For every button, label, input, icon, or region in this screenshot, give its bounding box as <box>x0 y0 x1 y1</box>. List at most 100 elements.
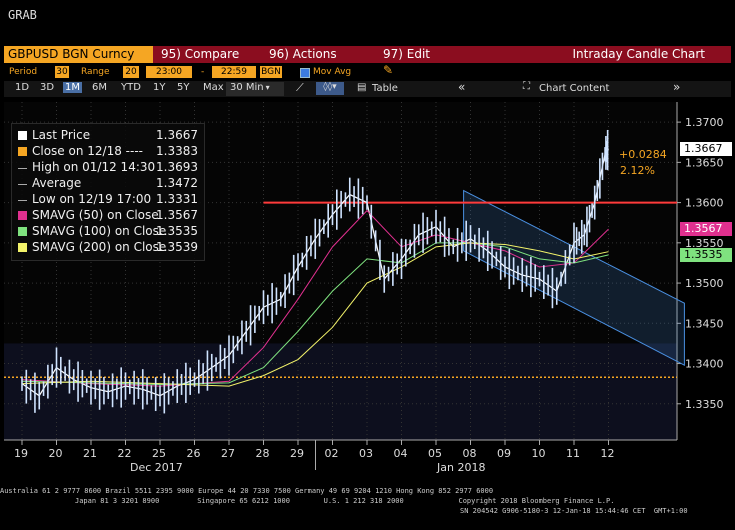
legend-swatch <box>18 147 27 156</box>
legend-swatch <box>18 211 27 220</box>
x-day-label: 22 <box>118 447 132 460</box>
y-tick-label: 1.3550 <box>685 237 724 250</box>
y-tick-label: 1.3700 <box>685 116 724 129</box>
x-month-label: Jan 2018 <box>436 461 485 474</box>
interval-select[interactable]: 30 Min ▾ <box>226 82 284 96</box>
price-tag: 1.3567 <box>680 222 732 237</box>
edit-button[interactable]: 97) Edit▾ <box>353 46 481 63</box>
x-month-label: Dec 2017 <box>130 461 183 474</box>
x-day-label: 25 <box>152 447 166 460</box>
mov-avg-label: Mov Avg <box>313 67 352 77</box>
legend-item[interactable]: Average 1.3472 <box>12 176 204 192</box>
time-dash: - <box>201 67 205 77</box>
legend-swatch <box>18 243 27 252</box>
security-field[interactable]: GBPUSD BGN Curncy <box>4 46 153 63</box>
chart-content-button[interactable]: Chart Content <box>539 83 610 94</box>
y-tick-label: 1.3600 <box>685 197 724 210</box>
expand-right-icon[interactable]: » <box>673 80 681 94</box>
range-label: Range <box>81 67 110 77</box>
y-tick-label: 1.3350 <box>685 398 724 411</box>
candle-style-icon: ◊◊▾ <box>323 82 337 92</box>
y-tick-label: 1.3400 <box>685 358 724 371</box>
range-tab-5y[interactable]: 5Y <box>177 82 190 93</box>
x-day-label: 05 <box>428 447 442 460</box>
table-icon: ▤ <box>357 82 367 93</box>
chart-content-icon: ⛶ <box>523 81 530 92</box>
footer-copyright: Japan 81 3 3201 8900 Singapore 65 6212 1… <box>75 497 615 505</box>
trend-channel <box>463 189 685 366</box>
legend-value: 1.3667 <box>156 128 198 142</box>
x-day-label: 04 <box>394 447 408 460</box>
legend-swatch <box>18 200 27 201</box>
legend-item[interactable]: Close on 12/18 ---- 1.3383 <box>12 144 204 160</box>
sma100-line <box>21 242 609 385</box>
legend-value: 1.3331 <box>156 192 198 206</box>
legend-label: SMAVG (200) on Close <box>32 240 167 254</box>
x-day-label: 19 <box>14 447 28 460</box>
period-input[interactable]: 30 <box>55 66 69 78</box>
app-title: GRAB <box>8 8 37 22</box>
x-day-label: 26 <box>187 447 201 460</box>
legend-item[interactable]: SMAVG (50) on Close 1.3567 <box>12 208 204 224</box>
interval-label: 30 Min <box>230 82 264 93</box>
x-day-label: 03 <box>359 447 373 460</box>
legend-label: Last Price <box>32 128 91 142</box>
chart-name: Intraday Candle Chart <box>457 46 731 63</box>
x-day-label: 28 <box>256 447 270 460</box>
legend-value: 1.3535 <box>156 224 198 238</box>
legend-item[interactable]: SMAVG (100) on Close 1.3535 <box>12 224 204 240</box>
compare-button[interactable]: 95) Compare <box>153 46 255 63</box>
range-tab-max[interactable]: Max <box>203 82 224 93</box>
chart-legend: Last Price 1.3667 Close on 12/18 ---- 1.338… <box>11 123 205 261</box>
period-label: Period <box>9 67 38 77</box>
start-time-input[interactable]: 23:00 <box>146 66 192 78</box>
candle-style-select[interactable]: ◊◊▾ <box>316 82 344 95</box>
table-button[interactable]: Table <box>372 83 398 94</box>
range-tab-6m[interactable]: 6M <box>92 82 107 93</box>
legend-item[interactable]: High on 01/12 14:30 1.3693 <box>12 160 204 176</box>
y-tick-label: 1.3450 <box>685 317 724 330</box>
x-day-label: 09 <box>497 447 511 460</box>
range-tab-bar <box>4 81 731 97</box>
legend-swatch <box>18 131 27 140</box>
x-day-label: 21 <box>83 447 97 460</box>
end-time-input[interactable]: 22:59 <box>212 66 256 78</box>
legend-item[interactable]: SMAVG (200) on Close 1.3539 <box>12 240 204 256</box>
range-tab-1y[interactable]: 1Y <box>153 82 166 93</box>
legend-swatch <box>18 184 27 185</box>
range-tab-1d[interactable]: 1D <box>15 82 30 93</box>
legend-swatch <box>18 227 27 236</box>
collapse-left-icon[interactable]: « <box>458 80 466 94</box>
interval-dropdown-icon: ▾ <box>265 83 270 92</box>
legend-value: 1.3693 <box>156 160 198 174</box>
sma200-line <box>21 242 609 387</box>
x-day-label: 27 <box>221 447 235 460</box>
x-day-label: 20 <box>49 447 63 460</box>
legend-label: Average <box>32 176 82 190</box>
legend-item[interactable]: Low on 12/19 17:00 1.3331 <box>12 192 204 208</box>
legend-swatch <box>18 168 27 169</box>
x-day-label: 10 <box>532 447 546 460</box>
mov-avg-checkbox[interactable] <box>300 68 310 78</box>
range-tab-3d[interactable]: 3D <box>40 82 55 93</box>
legend-value: 1.3567 <box>156 208 198 222</box>
change-value: +0.0284 <box>619 148 667 161</box>
legend-label: Close on 12/18 ---- <box>32 144 143 158</box>
legend-label: Low on 12/19 17:00 <box>32 192 152 206</box>
legend-label: SMAVG (100) on Close <box>32 224 167 238</box>
line-chart-icon[interactable]: ⟋ <box>296 81 304 94</box>
range-tab-1m[interactable]: 1M <box>63 82 82 93</box>
price-chart[interactable]: 1.3700 1.3650 1.3600 1.3550 1.3500 1.3450 1.34… <box>0 97 735 477</box>
y-tick-label: 1.3650 <box>685 156 724 169</box>
x-day-label: 11 <box>566 447 580 460</box>
legend-item[interactable]: Last Price 1.3667 <box>12 128 204 144</box>
range-input[interactable]: 20 <box>123 66 139 78</box>
y-tick-label: 1.3500 <box>685 277 724 290</box>
x-day-label: 08 <box>463 447 477 460</box>
lower-band <box>4 343 677 440</box>
actions-button[interactable]: 96) Actions▾ <box>251 46 365 63</box>
source-input[interactable]: BGN <box>260 66 282 78</box>
x-day-label: 02 <box>325 447 339 460</box>
range-tab-ytd[interactable]: YTD <box>121 82 141 93</box>
pencil-icon[interactable]: ✎ <box>383 63 394 77</box>
